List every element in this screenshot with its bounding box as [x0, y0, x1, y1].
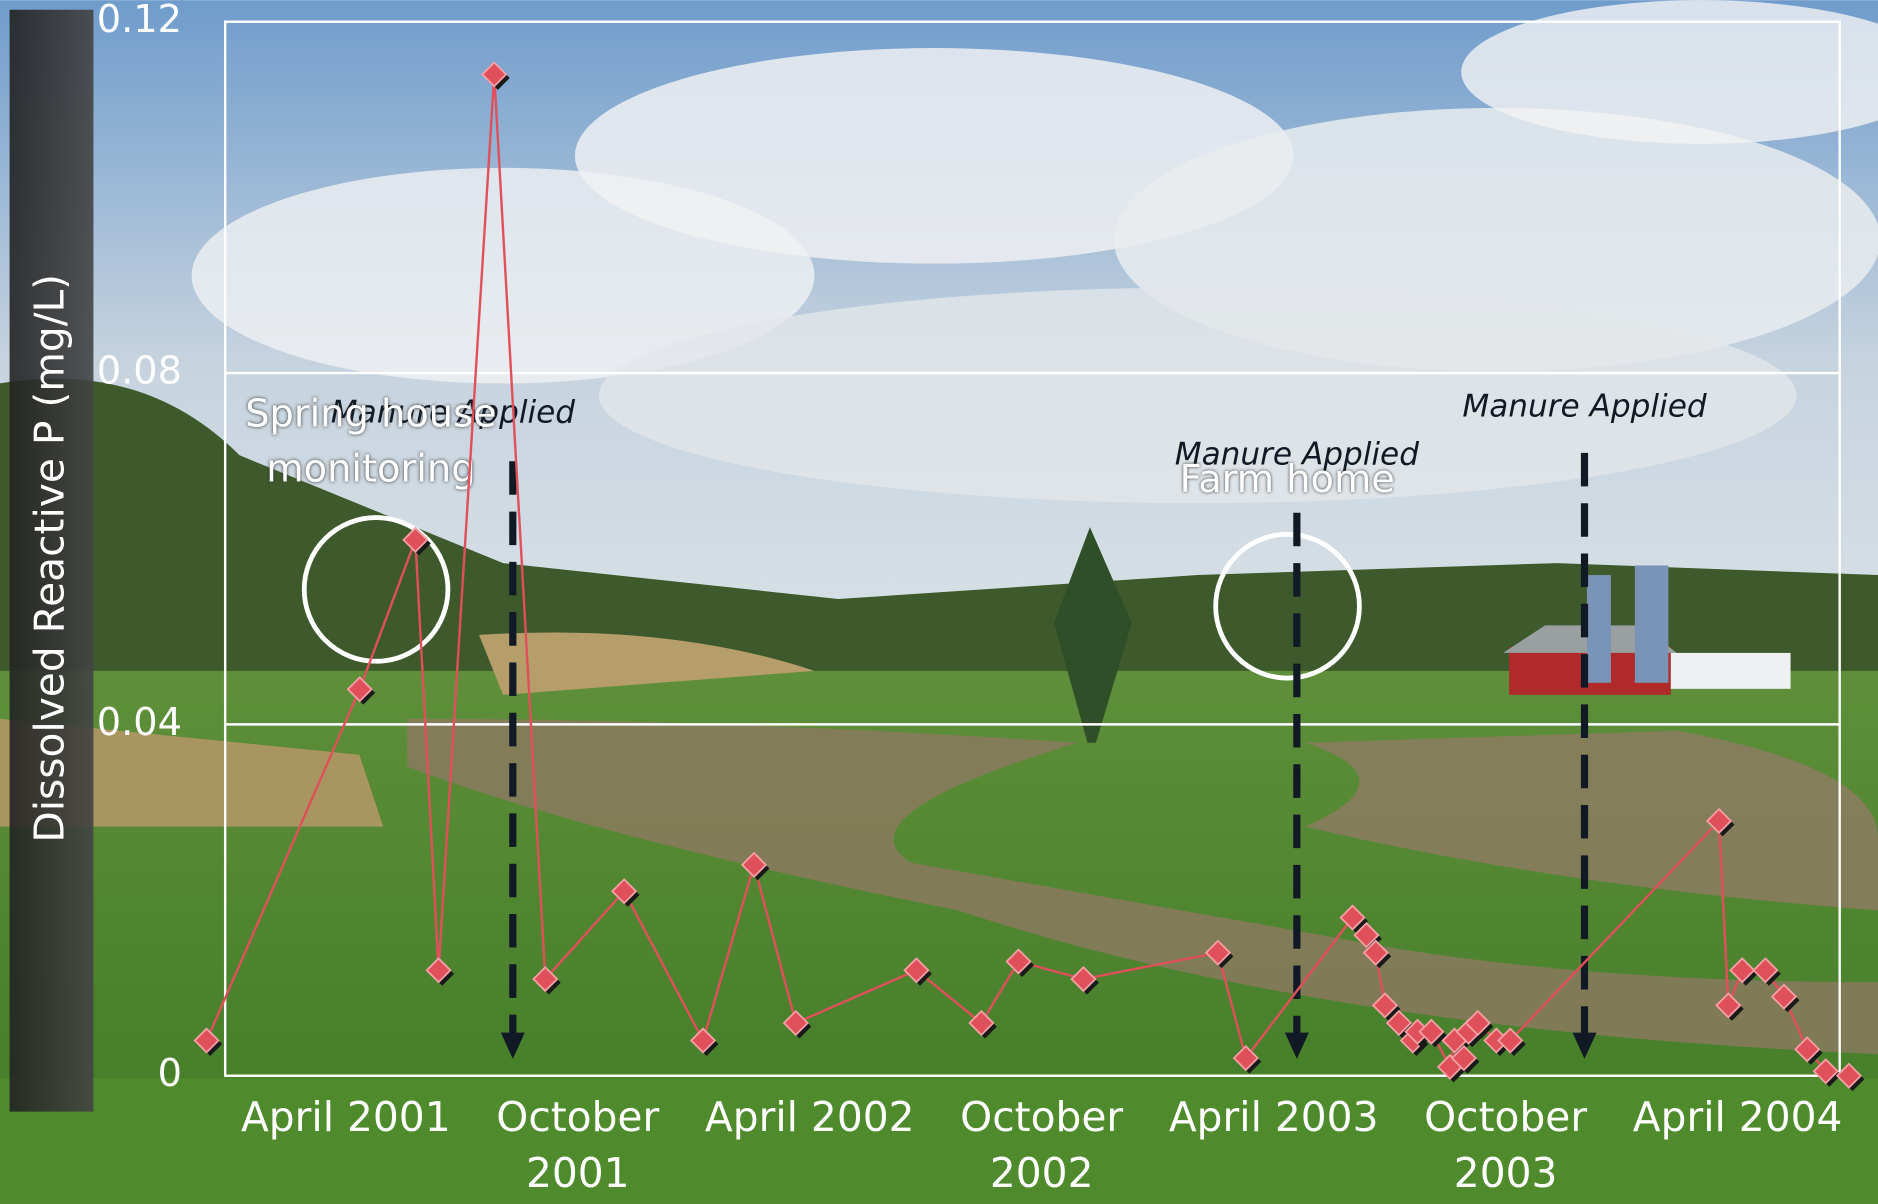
data-point	[346, 676, 373, 703]
data-point	[425, 957, 452, 984]
data-point	[689, 1027, 717, 1054]
x-tick-label: October 2002	[960, 1093, 1124, 1198]
y-tick-label: 0.08	[97, 349, 182, 394]
x-tick-label: October 2001	[496, 1093, 660, 1198]
y-axis-band	[9, 9, 94, 1112]
data-point	[611, 878, 638, 905]
data-point	[1497, 1027, 1524, 1054]
x-tick-label-text: October 2003	[1424, 1093, 1588, 1198]
data-point	[782, 1009, 809, 1037]
highlight-circle	[1213, 531, 1362, 681]
data-point	[193, 1027, 220, 1054]
annotation-text: Manure Applied	[1462, 388, 1706, 424]
data-point	[481, 61, 508, 88]
data-point	[1362, 939, 1389, 966]
arrow-head	[1572, 1032, 1597, 1059]
y-axis-label: Dissolved Reactive P (mg/L)	[26, 274, 74, 843]
data-point	[1812, 1058, 1839, 1085]
data-point	[1770, 983, 1798, 1010]
x-tick-label-text: April 2003	[1168, 1093, 1379, 1142]
data-point	[1385, 1009, 1413, 1037]
data-point	[1404, 1018, 1431, 1045]
site-label-text: Spring house monitoring	[245, 390, 497, 492]
x-tick-label-text: April 2002	[704, 1093, 915, 1142]
x-tick-label-text: October 2001	[496, 1093, 660, 1198]
x-tick-label: April 2003	[1168, 1093, 1379, 1142]
data-point	[903, 957, 930, 984]
x-tick-label-text: April 2001	[240, 1093, 451, 1142]
arrow-head	[1284, 1032, 1309, 1059]
data-point	[1794, 1036, 1821, 1063]
data-point	[1418, 1018, 1445, 1045]
x-tick-label: October 2003	[1424, 1093, 1588, 1198]
data-point	[1752, 957, 1779, 984]
x-tick-label: April 2002	[704, 1093, 915, 1142]
data-point	[1232, 1044, 1259, 1072]
arrow-head	[500, 1032, 525, 1059]
data-point	[1450, 1044, 1478, 1072]
data-point	[1705, 807, 1733, 835]
data-point	[1339, 904, 1366, 931]
data-point	[402, 526, 429, 554]
data-point	[532, 965, 559, 993]
x-tick-label-text: October 2002	[960, 1093, 1124, 1198]
highlight-circle	[301, 515, 451, 664]
x-tick-label: April 2004	[1632, 1093, 1843, 1142]
data-point	[1371, 992, 1399, 1019]
site-label: Spring house monitoring	[245, 390, 497, 492]
data-point	[1464, 1009, 1491, 1037]
data-point	[740, 851, 768, 879]
data-point	[968, 1009, 995, 1037]
x-tick-label-text: April 2004	[1632, 1093, 1843, 1142]
data-point	[1353, 922, 1380, 949]
y-tick-label: 0.04	[97, 700, 182, 745]
site-label: Farm home	[1180, 457, 1395, 502]
y-tick-label: 0.12	[97, 0, 182, 42]
data-point	[1070, 965, 1097, 993]
data-point	[1715, 992, 1742, 1019]
data-point	[1483, 1027, 1510, 1054]
y-tick-label: 0	[158, 1051, 182, 1096]
annotation-text: Manure Applied	[1175, 436, 1419, 472]
data-point	[1729, 957, 1756, 984]
data-point	[1835, 1062, 1863, 1089]
x-tick-label: April 2001	[240, 1093, 451, 1142]
data-point	[1204, 939, 1232, 966]
data-point	[1005, 948, 1032, 975]
annotation-text: Manure Applied	[331, 394, 575, 430]
